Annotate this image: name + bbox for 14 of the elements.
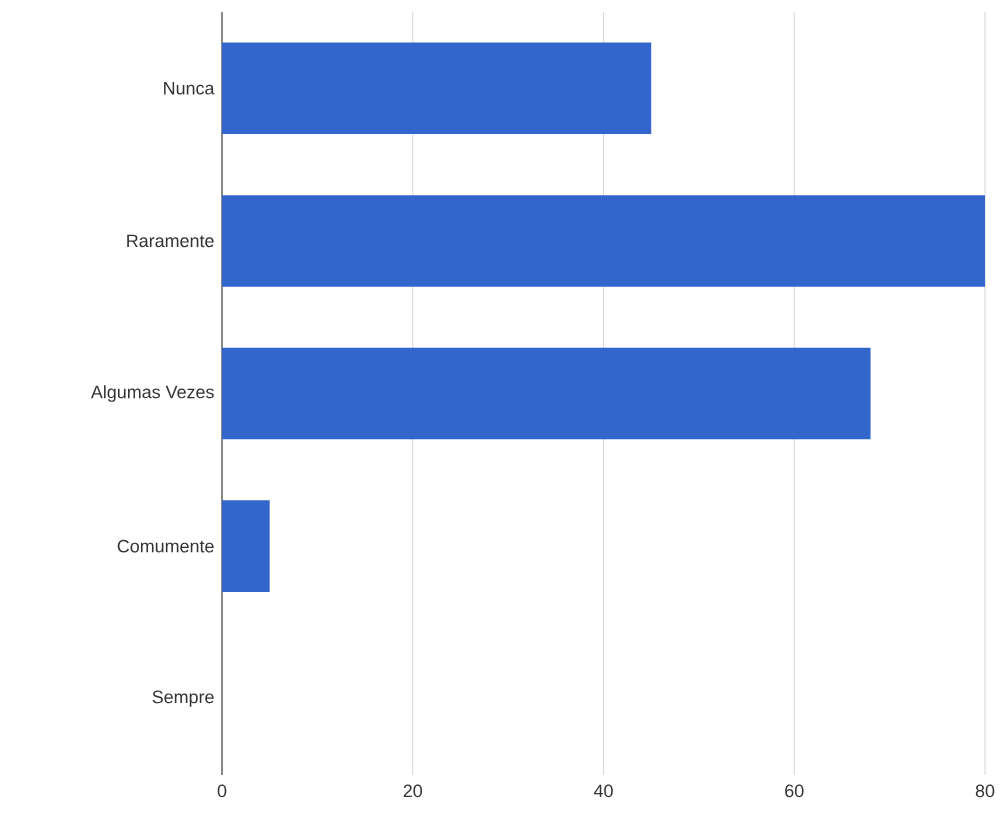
y-tick-label: Algumas Vezes (90, 385, 214, 402)
bar (222, 500, 270, 592)
x-tick-label: 40 (593, 784, 613, 798)
bar (222, 42, 652, 135)
y-tick-label: Sempre (152, 690, 214, 707)
x-tick-label: 80 (975, 784, 995, 798)
y-tick-label: Raramente (127, 234, 214, 248)
bar (222, 195, 986, 287)
y-tick-label: Comumente (117, 539, 214, 553)
y-tick-label: Nunca (164, 82, 215, 95)
x-tick-label: 20 (403, 784, 423, 798)
x-tick-label: 60 (785, 784, 804, 798)
bar (222, 347, 871, 440)
x-tick-label: 0 (217, 784, 227, 798)
